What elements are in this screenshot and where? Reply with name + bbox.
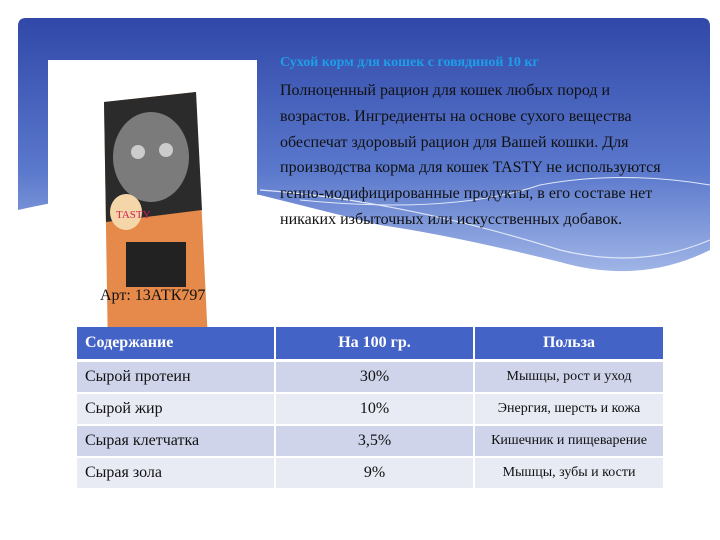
table-header-row: Содержание На 100 гр. Польза [77,327,665,362]
cell: Кишечник и пищеварение [474,425,665,458]
article-number: Арт: 13АТК797 [100,287,206,304]
cell: 9% [275,457,475,490]
product-description: Полноценный рацион для кошек любых пород… [280,82,661,228]
cell: Сырая зола [77,457,276,490]
cell: 30% [275,360,475,394]
cell: Сырой жир [77,393,276,426]
table-row: Сырой протеин 30% Мышцы, рост и уход [77,360,665,394]
header-per-100g: На 100 гр. [275,327,475,362]
header-content: Содержание [77,327,276,362]
cell: Сырая клетчатка [77,425,276,458]
cell: 10% [275,393,475,426]
cell: Сырой протеин [77,360,276,394]
brand-logo: TASTY [116,209,151,221]
table-row: Сырой жир 10% Энергия, шерсть и кожа [77,393,665,426]
product-title: Сухой корм для кошек с говядиной 10 кг [280,55,539,70]
header-benefit: Польза [474,327,665,362]
cell: Мышцы, рост и уход [474,360,665,394]
table-row: Сырая зола 9% Мышцы, зубы и кости [77,457,665,490]
cell: Энергия, шерсть и кожа [474,393,665,426]
nutrition-table: Содержание На 100 гр. Польза Сырой проте… [77,327,665,490]
cell: Мышцы, зубы и кости [474,457,665,490]
product-bag-image: TASTY [104,92,208,354]
table-row: Сырая клетчатка 3,5% Кишечник и пищеварени… [77,425,665,458]
cell: 3,5% [275,425,475,458]
